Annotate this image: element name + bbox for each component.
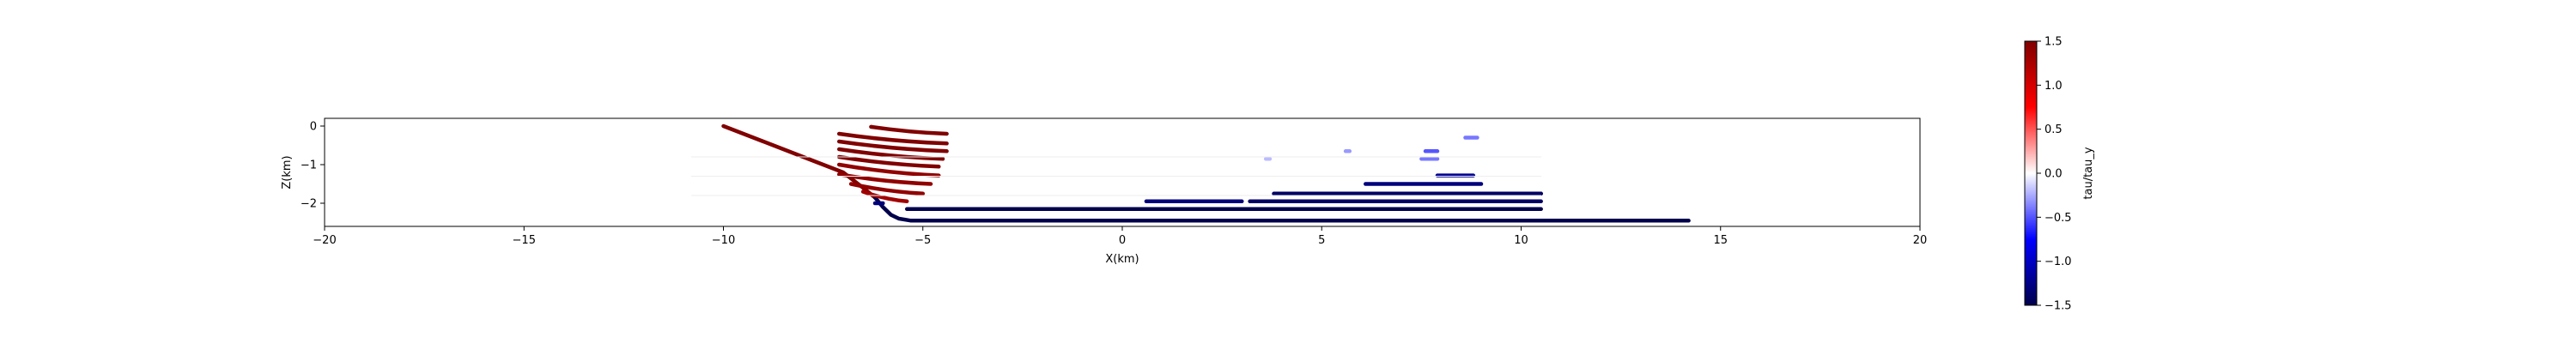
data-series-3 xyxy=(836,131,949,146)
colorbar-tick-label: −0.5 xyxy=(2044,212,2072,225)
data-series-7 xyxy=(836,162,941,178)
colorbar: 1.5 1.0 0.5 0.0 −0.5 −1.0 −1.5 tau/tau_y xyxy=(2024,36,2095,313)
x-tick-label: −15 xyxy=(513,234,536,247)
data-series-6 xyxy=(836,154,941,169)
colorbar-label: tau/tau_y xyxy=(2082,147,2095,199)
y-tick-label: 0 xyxy=(310,121,317,134)
data-series-0 xyxy=(721,123,878,200)
x-tick-label: −20 xyxy=(313,234,336,247)
colorbar-gradient xyxy=(2024,40,2038,306)
data-series-1 xyxy=(872,196,1691,223)
colorbar-tick-label: −1.0 xyxy=(2044,256,2072,268)
data-series-5 xyxy=(836,147,945,161)
x-axis-label: X(km) xyxy=(1105,253,1139,266)
x-tick-label: 0 xyxy=(1119,234,1126,247)
data-series-4 xyxy=(836,139,949,153)
y-tick-label: −2 xyxy=(301,198,317,211)
colorbar-tick-label: 0.0 xyxy=(2044,168,2063,181)
x-axis: −20 −15 −10 −5 0 5 10 15 20 xyxy=(313,226,1927,247)
x-tick-label: −10 xyxy=(712,234,735,247)
x-tick-label: 20 xyxy=(1913,234,1928,247)
x-tick-label: 10 xyxy=(1514,234,1528,247)
colorbar-tick-label: 1.0 xyxy=(2044,80,2063,93)
data-series-10 xyxy=(860,190,909,204)
x-tick-label: 5 xyxy=(1318,234,1325,247)
y-axis: 0 −1 −2 xyxy=(301,121,325,211)
data-series-2 xyxy=(869,124,949,136)
colorbar-tick-label: 1.5 xyxy=(2044,36,2063,49)
main-plot-area xyxy=(690,123,1691,223)
y-axis-label: Z(km) xyxy=(281,155,294,189)
data-series-9 xyxy=(848,182,926,196)
y-tick-label: −1 xyxy=(301,159,317,172)
colorbar-tick-label: −1.5 xyxy=(2044,300,2072,313)
colorbar-ticks: 1.5 1.0 0.5 0.0 −0.5 −1.0 −1.5 xyxy=(2037,36,2072,313)
colorbar-tick-label: 0.5 xyxy=(2044,123,2063,136)
x-tick-label: −5 xyxy=(914,234,931,247)
x-tick-label: 15 xyxy=(1713,234,1728,247)
